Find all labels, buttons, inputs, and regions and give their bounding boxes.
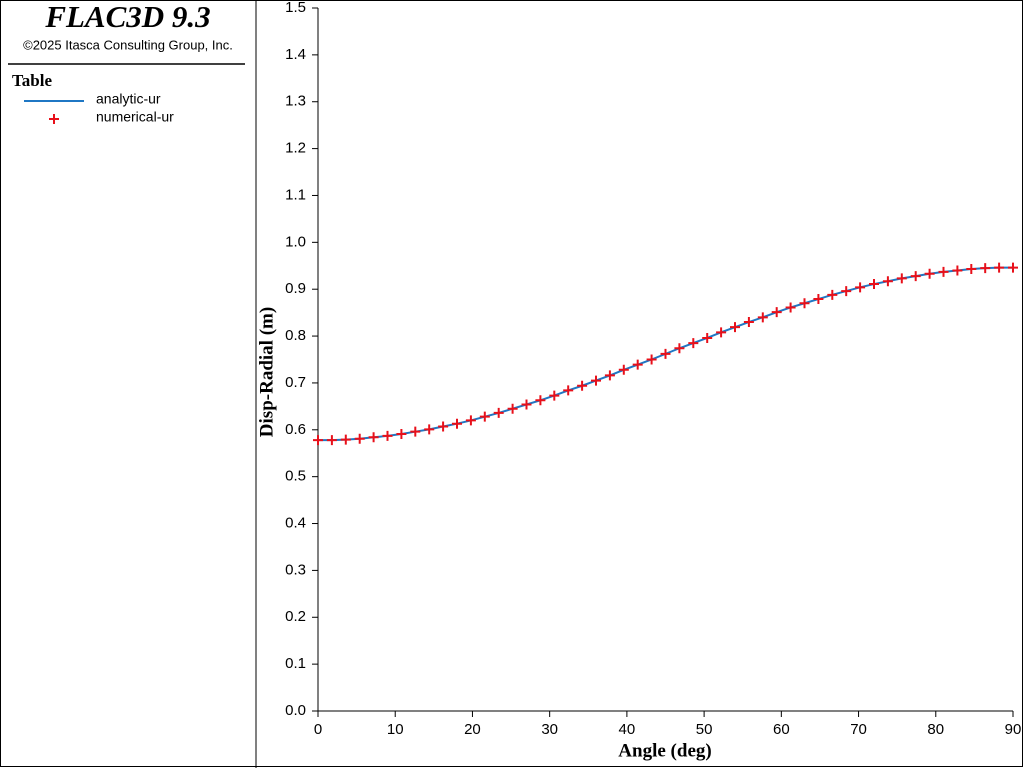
data-marker xyxy=(799,298,810,309)
legend-swatch xyxy=(49,114,59,124)
data-marker xyxy=(563,385,574,396)
data-marker xyxy=(313,435,323,446)
y-tick-label: 1.3 xyxy=(285,93,306,110)
data-marker xyxy=(674,343,685,354)
data-marker xyxy=(994,262,1005,273)
y-tick-label: 0.1 xyxy=(285,655,306,672)
data-marker xyxy=(632,359,643,370)
x-tick-label: 70 xyxy=(850,721,867,738)
data-marker xyxy=(785,302,796,313)
data-marker xyxy=(716,327,727,338)
data-marker xyxy=(771,307,782,318)
x-tick-label: 30 xyxy=(541,721,558,738)
data-marker xyxy=(465,415,476,426)
data-marker xyxy=(618,364,629,375)
y-tick-label: 0.3 xyxy=(285,561,306,578)
data-marker xyxy=(507,403,518,414)
data-marker xyxy=(1008,262,1018,273)
x-tick-label: 80 xyxy=(927,721,944,738)
x-tick-label: 90 xyxy=(1005,721,1022,738)
data-marker xyxy=(452,418,462,429)
legend-title: Table xyxy=(12,71,52,90)
data-marker xyxy=(535,395,546,406)
y-tick-label: 1.4 xyxy=(285,46,306,63)
data-marker xyxy=(424,424,435,435)
data-marker xyxy=(646,354,657,365)
data-marker xyxy=(827,289,838,300)
y-tick-label: 0.6 xyxy=(285,421,306,438)
data-marker xyxy=(813,294,824,305)
y-tick-label: 0.2 xyxy=(285,608,306,625)
data-marker xyxy=(604,370,615,381)
y-axis-label: Disp-Radial (m) xyxy=(256,307,277,437)
x-tick-label: 20 xyxy=(464,721,481,738)
data-marker xyxy=(688,338,699,349)
data-marker xyxy=(479,411,490,422)
data-marker xyxy=(882,276,893,287)
x-axis-label: Angle (deg) xyxy=(618,740,711,761)
data-marker xyxy=(702,332,713,343)
data-marker xyxy=(396,429,407,440)
data-marker xyxy=(577,380,588,391)
y-tick-label: 0.5 xyxy=(285,468,306,485)
copyright: ©2025 Itasca Consulting Group, Inc. xyxy=(23,37,233,52)
data-marker xyxy=(910,271,921,282)
x-tick-label: 10 xyxy=(387,721,404,738)
x-tick-label: 50 xyxy=(696,721,713,738)
x-tick-label: 40 xyxy=(619,721,636,738)
y-tick-label: 1.2 xyxy=(285,140,306,157)
data-marker xyxy=(326,435,337,446)
data-marker xyxy=(382,430,393,441)
data-marker xyxy=(757,312,768,323)
data-marker xyxy=(438,421,449,432)
data-marker xyxy=(924,268,935,279)
y-tick-label: 0.9 xyxy=(285,280,306,297)
legend-label: numerical-ur xyxy=(96,109,174,125)
y-tick-label: 0.8 xyxy=(285,327,306,344)
y-tick-label: 1.5 xyxy=(285,0,306,16)
data-marker xyxy=(521,399,532,410)
data-marker xyxy=(730,322,740,333)
data-marker xyxy=(493,407,504,418)
data-marker xyxy=(340,434,351,445)
y-tick-label: 1.0 xyxy=(285,233,306,250)
app-title: FLAC3D 9.3 xyxy=(44,0,210,34)
data-marker xyxy=(354,433,365,444)
x-tick-label: 0 xyxy=(314,721,322,738)
data-marker xyxy=(591,375,601,386)
data-marker xyxy=(368,432,379,443)
y-tick-label: 1.1 xyxy=(285,186,306,203)
data-marker xyxy=(938,266,949,277)
data-marker xyxy=(869,279,879,290)
y-tick-label: 0.0 xyxy=(285,702,306,719)
data-marker xyxy=(980,263,991,274)
legend-label: analytic-ur xyxy=(96,91,161,107)
data-marker xyxy=(966,264,977,275)
data-marker xyxy=(410,426,421,437)
y-tick-label: 0.4 xyxy=(285,515,306,532)
data-marker xyxy=(896,273,907,284)
data-marker xyxy=(855,282,866,293)
data-marker xyxy=(952,265,963,276)
data-marker xyxy=(549,390,560,401)
data-marker xyxy=(660,348,671,359)
y-tick-label: 0.7 xyxy=(285,374,306,391)
data-marker xyxy=(841,286,852,297)
x-tick-label: 60 xyxy=(773,721,790,738)
data-marker xyxy=(743,317,754,328)
